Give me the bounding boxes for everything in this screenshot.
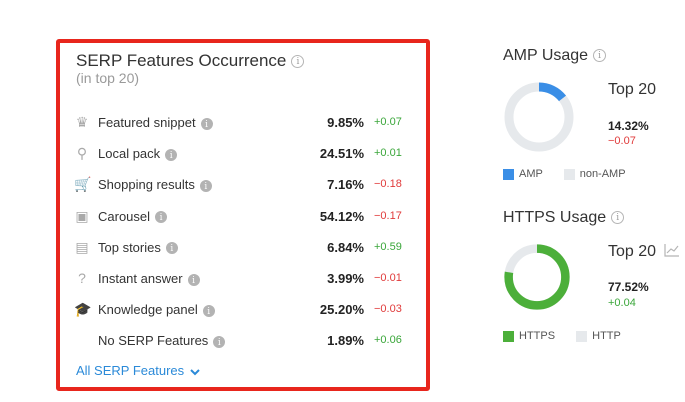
serp-feature-delta: +0.06 [374,334,402,347]
https-share-arc [504,244,570,310]
serp-feature-percentage: 9.85% [327,115,364,130]
info-icon[interactable]: i [213,335,226,348]
serp-features-panel: SERP Features Occurrence i (in top 20) ♛ F… [56,39,430,391]
serp-feature-percentage: 1.89% [327,333,364,349]
legend-item-http: HTTP [576,330,621,342]
serp-feature-label: Top stories i [98,240,178,255]
graduation-cap-icon: 🎓 [74,301,92,318]
serp-feature-percentage: 54.12% [319,208,364,224]
amp-delta: −0.07 [608,135,636,147]
serp-feature-label: No SERP Features i [98,333,226,348]
serp-feature-label: Carousel i [98,209,168,224]
info-icon[interactable]: i [165,242,178,255]
legend-label: HTTPS [519,330,556,342]
info-icon[interactable]: i [202,304,215,317]
all-serp-features-label: All SERP Features [76,363,185,378]
serp-feature-row: ⚲ Local pack i 24.51% +0.01 [74,144,418,164]
info-icon[interactable]: i [593,49,607,63]
info-icon[interactable]: i [200,117,213,130]
legend-swatch [503,168,514,180]
amp-usage-title: AMP Usage i [503,47,607,65]
serp-feature-label: Knowledge panel i [98,302,215,317]
info-icon[interactable]: i [199,179,212,192]
serp-feature-row: 🛒 Shopping results i 7.16% −0.18 [74,175,418,195]
map-pin-icon: ⚲ [76,145,88,162]
amp-legend: AMP non-AMP [503,168,626,180]
legend-label: HTTP [592,330,621,342]
serp-feature-row: No SERP Features i 1.89% +0.06 [74,331,418,351]
amp-top20-label: Top 20 [608,81,657,98]
newspaper-icon: ▤ [75,238,89,255]
serp-feature-delta: −0.17 [374,209,402,222]
serp-feature-delta: +0.01 [374,147,402,160]
serp-feature-percentage: 24.51% [319,146,364,162]
serp-feature-percentage: 25.20% [319,302,364,318]
legend-swatch [503,330,514,342]
info-icon[interactable]: i [155,211,168,224]
serp-feature-delta: −0.18 [374,178,402,191]
info-icon[interactable]: i [611,211,625,225]
serp-feature-percentage: 6.84% [327,239,364,255]
serp-panel-subtitle: (in top 20) [76,70,140,86]
carousel-icon: ▣ [75,207,89,224]
https-percentage: 77.52% [608,280,649,294]
serp-feature-delta: −0.03 [374,303,402,316]
legend-swatch [576,330,588,342]
serp-feature-delta: −0.01 [374,272,402,284]
blank-icon [74,332,90,348]
chevron-down-icon [190,368,200,375]
legend-swatch [563,168,575,180]
https-donut-chart [504,244,570,310]
serp-feature-percentage: 7.16% [327,177,364,193]
info-icon[interactable]: i [187,273,200,286]
legend-item-amp: AMP [503,168,543,180]
serp-feature-row: ▤ Top stories i 6.84% +0.59 [74,238,418,258]
https-top20-text: Top 20 [608,243,657,260]
legend-label: non-AMP [579,168,626,180]
https-usage-title: HTTPS Usage i [503,209,625,227]
amp-title-text: AMP Usage [503,47,589,64]
info-icon[interactable]: i [291,55,305,69]
serp-feature-row: ▣ Carousel i 54.12% −0.17 [74,207,418,227]
serp-feature-percentage: 3.99% [327,271,364,286]
serp-feature-delta: +0.59 [374,240,402,253]
legend-item-non-amp: non-AMP [563,168,626,180]
amp-share-arc [504,82,574,152]
https-title-text: HTTPS Usage [503,209,607,226]
serp-feature-row: 🎓 Knowledge panel i 25.20% −0.03 [74,300,418,320]
all-serp-features-link[interactable]: All SERP Features [76,363,200,378]
amp-percentage: 14.32% [608,119,649,133]
line-chart-icon[interactable] [663,243,680,257]
legend-label: AMP [519,168,543,180]
https-legend: HTTPS HTTP [503,330,621,342]
legend-item-https: HTTPS [503,330,555,342]
serp-panel-title: SERP Features Occurrence i [76,51,305,71]
info-icon[interactable]: i [165,148,178,161]
question-icon: ? [78,270,86,286]
serp-feature-delta: +0.07 [374,116,402,128]
serp-feature-row: ? Instant answer i 3.99% −0.01 [74,269,418,289]
serp-feature-label: Instant answer i [98,271,200,286]
serp-feature-label: Shopping results i [98,177,212,192]
https-delta: +0.04 [608,297,636,309]
serp-feature-label: Local pack i [98,146,178,161]
amp-donut-chart [504,82,574,152]
shopping-cart-icon: 🛒 [74,176,92,193]
serp-feature-label: Featured snippet i [98,115,213,130]
https-top20-label: Top 20 [608,243,680,261]
crown-icon: ♛ [75,114,89,130]
serp-feature-row: ♛ Featured snippet i 9.85% +0.07 [74,113,418,133]
serp-title-text: SERP Features Occurrence [76,51,287,70]
